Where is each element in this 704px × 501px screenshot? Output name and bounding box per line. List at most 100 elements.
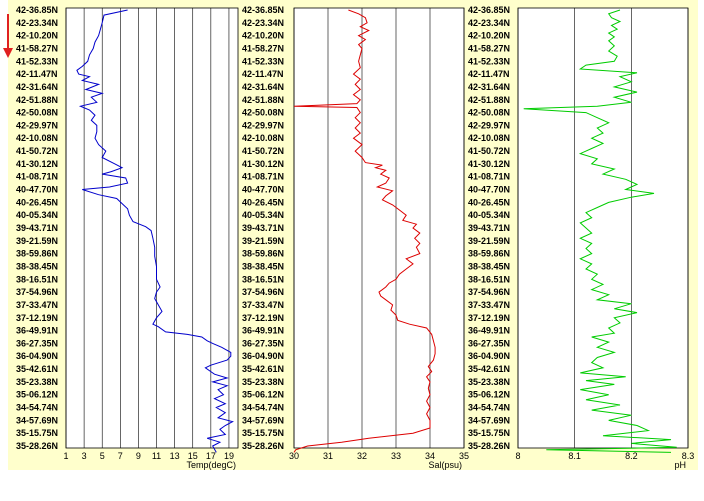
lat-label: 40-26.45N bbox=[468, 197, 510, 207]
lat-label: 38-59.86N bbox=[16, 249, 58, 259]
chart-panels: 1 3 5 7 9 11 13 15 17 1942-36.85N42-23.34N42-10.2… bbox=[16, 5, 694, 470]
lat-label: 36-04.90N bbox=[242, 351, 284, 361]
x-tick-label: 33 bbox=[391, 451, 401, 461]
x-tick-label: 3 bbox=[82, 451, 87, 461]
lat-label: 34-57.69N bbox=[16, 415, 58, 425]
lat-label: 41-58.27N bbox=[468, 43, 510, 53]
lat-label: 42-10.20N bbox=[468, 31, 510, 41]
lat-label: 42-11.47N bbox=[16, 69, 58, 79]
lat-label: 42-50.08N bbox=[468, 108, 510, 118]
lat-label: 42-11.47N bbox=[468, 69, 510, 79]
lat-label: 42-36.85N bbox=[468, 5, 510, 15]
lat-label: 37-33.47N bbox=[242, 300, 284, 310]
lat-label: 34-57.69N bbox=[468, 415, 510, 425]
lat-label: 38-59.86N bbox=[242, 249, 284, 259]
x-axis-title: pH bbox=[674, 460, 686, 470]
lat-label: 39-21.59N bbox=[242, 236, 284, 246]
lat-label: 41-52.33N bbox=[468, 56, 510, 66]
lat-label: 35-28.26N bbox=[468, 441, 510, 451]
x-axis-title: Sal(psu) bbox=[428, 460, 462, 470]
lat-label: 35-23.38N bbox=[468, 377, 510, 387]
panel-3: 8 8.1 8.2 8.3 42-36.85N 42-23.34N 42-10.20N 41-… bbox=[468, 5, 694, 470]
x-tick-label: 11 bbox=[152, 451, 161, 461]
plot-area bbox=[517, 7, 689, 449]
lat-label: 37-33.47N bbox=[16, 300, 58, 310]
lat-label: 42-10.08N bbox=[242, 133, 284, 143]
lat-label: 35-42.61N bbox=[242, 364, 284, 374]
lat-label: 35-23.38N bbox=[242, 377, 284, 387]
lat-label: 41-30.12N bbox=[242, 159, 284, 169]
x-tick-label: 13 bbox=[170, 451, 180, 461]
lat-label: 36-49.91N bbox=[468, 326, 510, 336]
lat-label: 41-08.71N bbox=[242, 172, 284, 182]
x-tick-label: 32 bbox=[357, 451, 367, 461]
lat-label: 41-50.72N bbox=[468, 146, 510, 156]
lat-label: 40-05.34N bbox=[468, 210, 510, 220]
lat-label: 42-23.34N bbox=[468, 18, 510, 28]
lat-label: 42-23.34N bbox=[242, 18, 284, 28]
lat-label: 41-30.12N bbox=[468, 159, 510, 169]
x-axis-title: Temp(degC) bbox=[186, 460, 236, 470]
lat-label: 41-52.33N bbox=[242, 56, 284, 66]
x-tick-label: 31 bbox=[323, 451, 333, 461]
panel-2: 30 31 32 33 34 35 42-36.85N 42-23.34N 42-10.20N 4… bbox=[242, 5, 469, 470]
x-tick-label: 30 bbox=[289, 451, 299, 461]
lat-label: 40-47.70N bbox=[468, 185, 510, 195]
lat-label: 41-30.12N bbox=[16, 159, 58, 169]
lat-label: 35-15.75N bbox=[16, 428, 58, 438]
lat-label: 38-38.45N bbox=[468, 261, 510, 271]
lat-label: 39-21.59N bbox=[16, 236, 58, 246]
lat-label: 41-58.27N bbox=[242, 43, 284, 53]
x-tick-label: 9 bbox=[136, 451, 141, 461]
lat-label: 37-54.96N bbox=[16, 287, 58, 297]
x-tick-label: 8.2 bbox=[625, 451, 638, 461]
lat-label: 42-51.88N bbox=[468, 95, 510, 105]
x-tick-label: 17 bbox=[206, 451, 216, 461]
lat-label: 38-16.51N bbox=[16, 274, 58, 284]
x-tick-label: 1 bbox=[63, 451, 68, 461]
x-tick-label: 19 bbox=[224, 451, 234, 461]
lat-label: 42-51.88N bbox=[242, 95, 284, 105]
lat-label: 40-47.70N bbox=[16, 185, 58, 195]
arrow-head bbox=[3, 48, 13, 58]
lat-label: 37-12.19N bbox=[242, 313, 284, 323]
lat-label: 38-59.86N bbox=[468, 249, 510, 259]
lat-label: 39-43.71N bbox=[16, 223, 58, 233]
lat-label: 34-57.69N bbox=[242, 415, 284, 425]
lat-label: 35-15.75N bbox=[468, 428, 510, 438]
lat-label: 42-51.88N bbox=[16, 95, 58, 105]
lat-label: 42-31.64N bbox=[468, 82, 510, 92]
lat-label: 38-16.51N bbox=[242, 274, 284, 284]
series-line bbox=[523, 9, 677, 453]
lat-label: 40-05.34N bbox=[16, 210, 58, 220]
lat-label: 36-27.35N bbox=[16, 338, 58, 348]
lat-label: 36-27.35N bbox=[468, 338, 510, 348]
x-tick-label: 34 bbox=[425, 451, 435, 461]
lat-label: 42-29.97N bbox=[468, 120, 510, 130]
lat-label: 36-27.35N bbox=[242, 338, 284, 348]
lat-label: 41-08.71N bbox=[468, 172, 510, 182]
lat-label: 40-26.45N bbox=[242, 197, 284, 207]
lat-label: 36-04.90N bbox=[16, 351, 58, 361]
lat-label: 37-54.96N bbox=[468, 287, 510, 297]
x-tick-label: 7 bbox=[118, 451, 123, 461]
lat-label: 37-33.47N bbox=[468, 300, 510, 310]
panel-1: 1 3 5 7 9 11 13 15 17 1942-36.85N42-23.34N42-10.2… bbox=[16, 5, 239, 470]
lat-label: 35-06.12N bbox=[16, 390, 58, 400]
lat-label: 42-36.85N bbox=[16, 5, 58, 15]
lat-label: 41-08.71N bbox=[16, 172, 58, 182]
lat-label: 35-06.12N bbox=[468, 390, 510, 400]
lat-label: 37-54.96N bbox=[242, 287, 284, 297]
lat-label: 42-29.97N bbox=[16, 120, 58, 130]
lat-label: 36-04.90N bbox=[468, 351, 510, 361]
lat-label: 34-54.74N bbox=[16, 403, 58, 413]
lat-label: 41-50.72N bbox=[242, 146, 284, 156]
lat-label: 39-43.71N bbox=[242, 223, 284, 233]
lat-label: 35-23.38N bbox=[16, 377, 58, 387]
series-line bbox=[76, 9, 234, 453]
lat-label: 34-54.74N bbox=[242, 403, 284, 413]
lat-label: 42-36.85N bbox=[242, 5, 284, 15]
lat-label: 42-50.08N bbox=[16, 108, 58, 118]
x-tick-label: 8.1 bbox=[568, 451, 581, 461]
